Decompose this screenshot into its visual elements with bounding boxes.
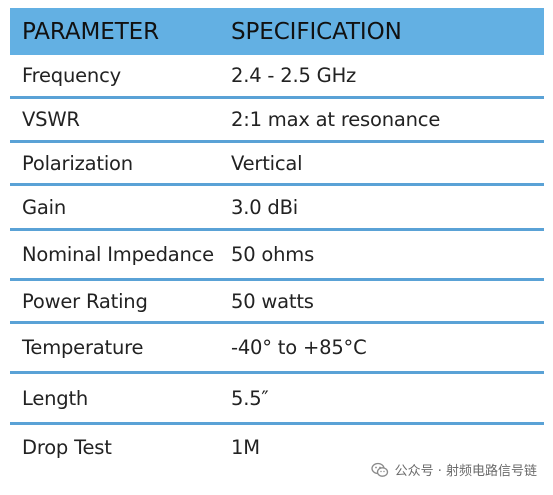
table-header-row: PARAMETER SPECIFICATION (10, 8, 544, 55)
table-row: Drop Test 1M (10, 425, 544, 470)
row-parameter: Length (22, 386, 89, 410)
wechat-icon (370, 461, 389, 479)
row-specification: 50 ohms (231, 243, 315, 266)
watermark: 公众号 · 射频电路信号链 (370, 460, 537, 479)
spec-table: PARAMETER SPECIFICATION Frequency 2.4 - … (10, 8, 544, 470)
row-parameter: Power Rating (22, 289, 148, 313)
row-specification: 5.5″ (231, 386, 269, 410)
row-parameter: Drop Test (22, 436, 112, 459)
row-specification: -40° to +85°C (231, 336, 367, 359)
table-row: Power Rating 50 watts (10, 281, 544, 324)
row-parameter: Gain (22, 195, 67, 219)
row-parameter: Nominal Impedance (22, 243, 214, 266)
row-specification: 2.4 - 2.5 GHz (231, 64, 357, 87)
table-row: Frequency 2.4 - 2.5 GHz (10, 55, 544, 99)
table-row: Nominal Impedance 50 ohms (10, 231, 544, 281)
row-specification: 2:1 max at resonance (231, 108, 441, 131)
row-specification: Vertical (231, 151, 303, 175)
header-specification: SPECIFICATION (231, 18, 402, 45)
row-parameter: Frequency (22, 64, 121, 87)
table-row: VSWR 2:1 max at resonance (10, 99, 544, 143)
table-row: Temperature -40° to +85°C (10, 324, 544, 374)
row-specification: 50 watts (231, 289, 314, 313)
table-row: Gain 3.0 dBi (10, 186, 544, 231)
table-row: Polarization Vertical (10, 143, 544, 186)
watermark-text: 公众号 · 射频电路信号链 (394, 464, 537, 479)
table-row: Length 5.5″ (10, 374, 544, 425)
header-parameter: PARAMETER (22, 18, 159, 45)
row-parameter: Temperature (22, 336, 144, 359)
row-parameter: Polarization (22, 151, 133, 175)
row-parameter: VSWR (22, 108, 80, 131)
row-specification: 3.0 dBi (231, 195, 298, 219)
row-specification: 1M (231, 436, 260, 459)
